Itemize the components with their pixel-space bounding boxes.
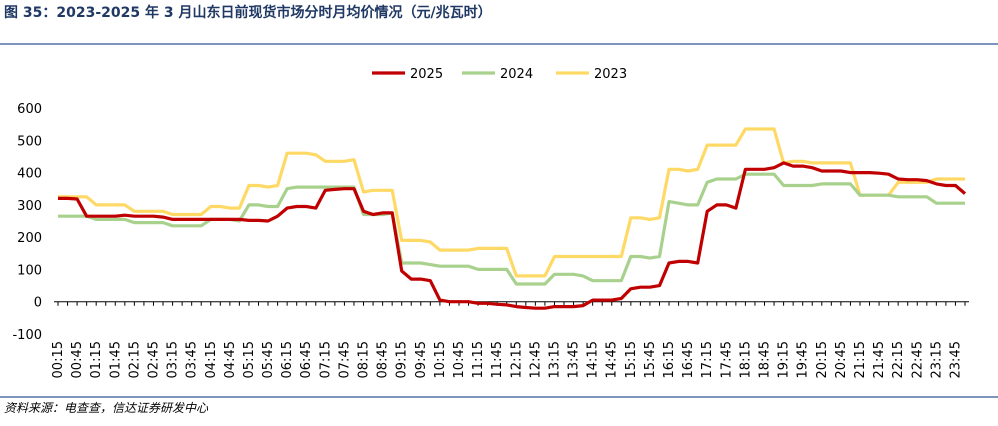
chart-title: 图 35：2023-2025 年 3 月山东日前现货市场分时月均价情况（元/兆瓦… — [4, 4, 492, 21]
x-tick-label: 16:45 — [681, 341, 696, 378]
x-tick-label: 00:45 — [70, 341, 85, 378]
x-tick-label: 14:15 — [586, 341, 601, 378]
x-tick-label: 09:45 — [414, 341, 429, 378]
x-tick-label: 22:15 — [891, 341, 906, 378]
x-tick-label: 10:15 — [433, 341, 448, 378]
y-tick-label: 600 — [17, 102, 42, 117]
x-tick-label: 01:15 — [89, 341, 104, 378]
y-tick-label: -100 — [12, 328, 42, 343]
x-tick-label: 12:15 — [509, 341, 524, 378]
y-tick-label: 100 — [17, 263, 42, 278]
series-line — [58, 161, 967, 310]
x-tick-label: 08:15 — [357, 341, 372, 378]
x-tick-label: 04:15 — [204, 341, 219, 378]
x-tick-label: 02:45 — [146, 341, 161, 378]
x-tick-label: 13:45 — [567, 341, 582, 378]
x-tick-label: 13:15 — [547, 341, 562, 378]
x-tick-label: 04:45 — [223, 341, 238, 378]
legend-label: 2025 — [410, 67, 443, 82]
x-tick-label: 18:15 — [738, 341, 753, 378]
x-tick-label: 12:45 — [528, 341, 543, 378]
x-tick-label: 06:45 — [299, 341, 314, 378]
source: 资料来源：电查查，信达证券研发中心 — [4, 401, 209, 415]
x-tick-label: 17:15 — [700, 341, 715, 378]
x-tick-label: 10:45 — [452, 341, 467, 378]
x-tick-label: 15:15 — [624, 341, 639, 378]
x-tick-label: 15:45 — [643, 341, 658, 378]
x-tick-label: 19:45 — [796, 341, 811, 378]
series-line — [58, 172, 965, 286]
x-tick-label: 20:15 — [815, 341, 830, 378]
x-tick-label: 17:45 — [719, 341, 734, 378]
x-tick-label: 05:15 — [242, 341, 257, 378]
x-tick-label: 14:45 — [605, 341, 620, 378]
series-line — [58, 127, 965, 278]
x-tick-label: 11:45 — [490, 341, 505, 378]
x-tick-label: 22:45 — [910, 341, 925, 378]
x-tick-label: 19:15 — [777, 341, 792, 378]
x-tick-label: 07:15 — [318, 341, 333, 378]
x-tick-label: 05:45 — [261, 341, 276, 378]
x-tick-label: 18:45 — [758, 341, 773, 378]
y-tick-label: 0 — [34, 296, 42, 311]
x-tick-label: 20:45 — [834, 341, 849, 378]
x-tick-label: 07:45 — [337, 341, 352, 378]
x-tick-label: 09:15 — [395, 341, 410, 378]
y-tick-label: 400 — [17, 167, 42, 182]
x-tick-label: 06:15 — [280, 341, 295, 378]
x-tick-label: 21:15 — [853, 341, 868, 378]
x-tick-label: 01:45 — [108, 341, 123, 378]
x-tick-label: 23:45 — [948, 341, 963, 378]
x-tick-label: 03:15 — [166, 341, 181, 378]
y-tick-label: 300 — [17, 199, 42, 214]
legend-label: 2023 — [594, 67, 627, 82]
x-tick-label: 23:15 — [929, 341, 944, 378]
y-tick-label: 200 — [17, 231, 42, 246]
x-tick-label: 21:45 — [872, 341, 887, 378]
y-tick-label: 500 — [17, 134, 42, 149]
x-tick-label: 11:15 — [471, 341, 486, 378]
x-tick-label: 08:45 — [376, 341, 391, 378]
x-tick-label: 00:15 — [51, 341, 66, 378]
x-tick-label: 16:15 — [662, 341, 677, 378]
x-tick-label: 03:45 — [185, 341, 200, 378]
x-tick-label: 02:15 — [127, 341, 142, 378]
legend-label: 2024 — [500, 67, 533, 82]
